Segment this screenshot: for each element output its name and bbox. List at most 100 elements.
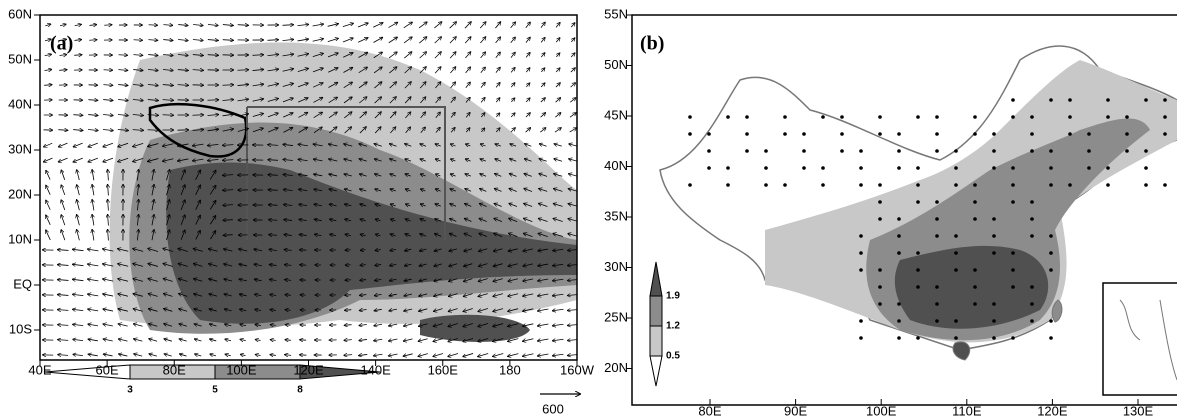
wind-vector: [404, 82, 411, 89]
wind-vector: [480, 113, 485, 118]
wind-vector: [510, 52, 515, 58]
wind-vector: [284, 205, 293, 206]
wind-vector: [465, 52, 470, 59]
station: [897, 132, 901, 136]
wind-vector: [148, 158, 159, 162]
wind-vector: [195, 200, 201, 210]
wind-vector: [388, 37, 397, 44]
wind-vector: [345, 219, 352, 221]
wind-vector: [77, 200, 80, 211]
wind-vector: [222, 99, 234, 100]
wind-vector: [193, 144, 204, 146]
wind-vector: [152, 230, 154, 241]
wind-vector: [449, 264, 458, 266]
lat-tick-label: 40N: [8, 96, 32, 111]
wind-vector: [343, 68, 352, 73]
wind-vector: [418, 338, 428, 342]
wind-vector: [313, 83, 323, 88]
lat-tick-label: 10S: [9, 321, 32, 336]
region-box: [247, 106, 446, 240]
station: [973, 302, 977, 306]
wind-vector: [359, 174, 367, 176]
wind-vector: [180, 170, 185, 181]
wind-vector: [481, 128, 484, 133]
wind-vector: [434, 52, 441, 59]
station: [1049, 183, 1053, 187]
wind-vector: [328, 83, 337, 88]
wind-vector: [177, 55, 188, 56]
wind-vector: [209, 264, 218, 267]
station: [1011, 251, 1015, 255]
wind-vector: [479, 22, 486, 29]
station: [954, 183, 958, 187]
wind-vector: [240, 339, 246, 340]
wind-vector: [209, 170, 216, 180]
wind-vector: [508, 293, 519, 297]
station: [916, 183, 920, 187]
wind-vector: [480, 159, 486, 161]
wind-vector: [267, 98, 278, 102]
wind-vector: [209, 279, 218, 281]
wind-vector: [360, 280, 367, 281]
wind-vector: [553, 324, 564, 326]
wind-vector: [465, 174, 471, 176]
wind-vector: [405, 144, 412, 147]
wind-vector: [192, 55, 203, 56]
wind-vector: [209, 201, 215, 210]
wind-vector: [523, 308, 534, 311]
wind-vector: [192, 130, 204, 131]
wind-vector: [118, 309, 128, 312]
wind-vector: [435, 219, 442, 222]
wind-vector: [480, 189, 487, 192]
station: [935, 319, 939, 323]
wind-vector: [508, 323, 519, 327]
wind-vector: [570, 68, 575, 73]
wind-vector: [285, 295, 291, 296]
wind-vector: [73, 279, 84, 280]
wind-vector: [390, 144, 397, 147]
wind-vector: [88, 142, 98, 147]
wind-vector: [58, 265, 69, 266]
wind-vector: [495, 128, 500, 133]
station: [878, 132, 882, 136]
wind-vector: [435, 189, 441, 191]
wind-vector: [89, 40, 97, 41]
wind-vector: [436, 174, 441, 176]
wind-vector: [478, 353, 489, 356]
lon-tick-label: 140E: [360, 362, 391, 377]
lat-tick-label: 40N: [604, 158, 628, 173]
wind-vector: [435, 112, 440, 118]
legend-segment: [649, 355, 663, 387]
wind-vector: [540, 128, 545, 133]
wind-vector: [555, 23, 560, 28]
wind-vector: [58, 310, 69, 311]
wind-vector: [449, 278, 458, 282]
wind-vector: [405, 127, 411, 134]
station: [992, 166, 996, 170]
wind-vector: [224, 264, 233, 266]
wind-vector: [179, 294, 188, 297]
wind-vector: [210, 216, 215, 225]
wind-vector: [73, 115, 82, 116]
station: [764, 183, 768, 187]
wind-vector: [360, 189, 367, 191]
wind-vector: [102, 129, 113, 130]
wind-vector: [493, 338, 504, 342]
wind-vector: [210, 339, 217, 341]
wind-vector: [92, 215, 94, 226]
wind-vector: [464, 263, 473, 267]
wind-vector: [495, 22, 500, 29]
panel-label: (b): [640, 33, 664, 55]
shading-dark: [894, 245, 1049, 329]
wind-vector: [207, 55, 219, 56]
station: [1049, 166, 1053, 170]
wind-vector: [222, 114, 234, 116]
wind-vector: [420, 97, 425, 104]
wind-vector: [374, 112, 381, 119]
station: [859, 234, 863, 238]
station: [1011, 115, 1015, 119]
wind-vector: [152, 170, 154, 181]
wind-vector: [164, 354, 172, 356]
wind-vector: [523, 323, 534, 326]
wind-vector: [297, 68, 308, 72]
